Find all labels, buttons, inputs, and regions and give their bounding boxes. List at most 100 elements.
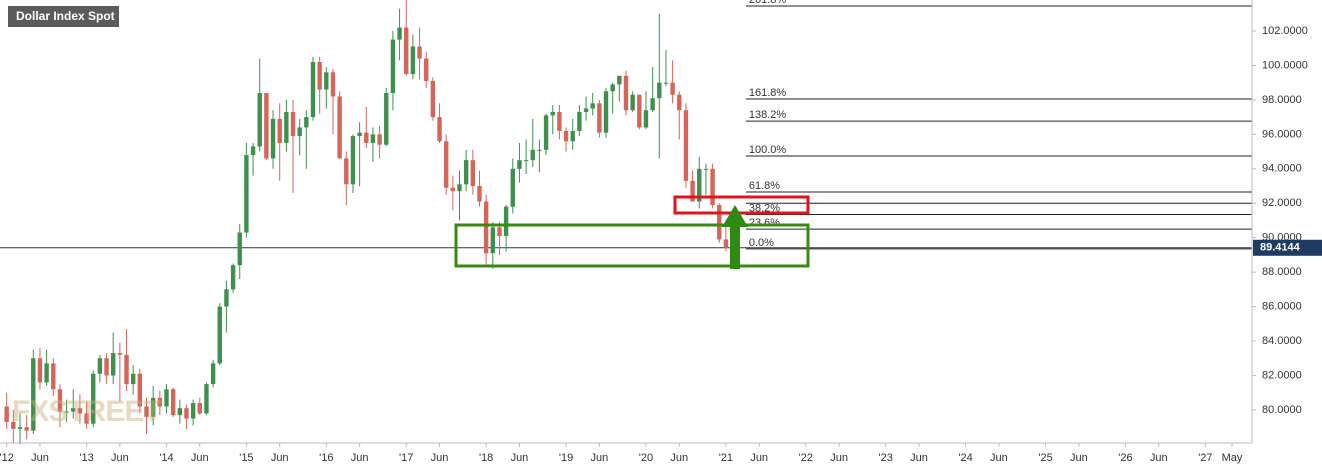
candle-body [224,289,229,307]
candle-body [557,111,562,131]
x-tick-label: '19 [559,452,573,464]
x-tick-label: Jun [1150,452,1168,464]
candle-body [197,403,202,414]
candle-body [650,98,655,111]
x-tick-label: Jun [590,452,608,464]
fib-label: 0.0% [749,237,774,249]
candle-body [490,227,496,254]
candle-body [11,421,16,429]
candle-body [17,427,23,429]
candle-body [670,82,675,95]
y-tick-label: 100.0000 [1262,59,1308,71]
candle-body [77,408,83,414]
fib-label: 100.0% [749,144,787,156]
candle-body [284,111,289,143]
x-tick-label: '16 [319,452,333,464]
x-tick-label: '25 [1038,452,1052,464]
candle-body [397,27,402,40]
candle-body [603,91,609,133]
candle-body [204,384,209,414]
candle-body [623,75,629,111]
candle-body [57,389,63,412]
candle-body [297,127,302,137]
x-tick-label: Jun [511,452,529,464]
candle-body [91,373,96,424]
candle-body [37,358,43,383]
candle-body [150,397,156,417]
candle-body [530,149,535,161]
candle-body [590,103,595,109]
candle-body [437,117,442,142]
x-tick-label: '21 [719,452,733,464]
candle-body [277,118,282,143]
candle-body [170,389,176,416]
x-tick-label: May [1222,452,1243,464]
candle-body [683,110,689,181]
candle-body [130,373,136,385]
candle-body [703,168,709,170]
candle-body [230,265,236,290]
candle-body [51,363,56,390]
candle-body [723,239,729,249]
x-tick-label: Jun [31,452,49,464]
candle-body [4,406,9,422]
chart-title: Dollar Index Spot [16,9,115,23]
x-tick-label: '22 [799,452,813,464]
candle-body [184,408,189,419]
candle-body [270,118,276,159]
y-tick-label: 102.0000 [1262,25,1308,37]
candle-body [71,408,76,412]
candle-body [523,160,529,162]
candle-body [304,117,309,128]
candle-body [264,93,269,159]
x-tick-label: '17 [399,452,413,464]
candle-body [477,186,482,202]
y-tick-label: 94.0000 [1262,163,1302,175]
y-tick-label: 80.0000 [1262,404,1302,416]
candle-body [84,413,89,424]
candle-body [190,403,196,419]
y-tick-label: 98.0000 [1262,94,1302,106]
x-tick-label: Jun [1070,452,1088,464]
candle-body [237,232,242,266]
candle-body [244,155,249,233]
candle-body [344,158,349,185]
candle-body [617,75,622,85]
candle-body [610,84,615,92]
y-tick-label: 84.0000 [1262,335,1302,347]
candle-body [663,82,669,84]
candle-body [570,130,575,142]
candle-body [443,141,449,188]
y-tick-label: 92.0000 [1262,197,1302,209]
up-arrow [722,205,748,269]
resistance-box [673,195,810,215]
candle-body [643,110,649,128]
candle-body [324,72,329,90]
candle-body [637,94,642,128]
candle-body [350,136,356,185]
x-tick-label: '12 [0,452,14,464]
candle-body [717,204,722,240]
candle-body [657,82,662,99]
candle-body [497,227,502,236]
candle-body [337,96,342,159]
y-tick-label: 88.0000 [1262,266,1302,278]
x-tick-label: '26 [1118,452,1132,464]
candle-body [310,62,316,118]
x-tick-label: Jun [431,452,449,464]
x-tick-label: Jun [111,452,129,464]
candle-body [424,58,429,81]
x-tick-label: '24 [958,452,972,464]
x-tick-label: Jun [910,452,928,464]
x-tick-label: '15 [239,452,253,464]
support-box [454,223,810,268]
x-tick-label: Jun [670,452,688,464]
candle-body [111,353,116,376]
x-tick-label: '18 [479,452,493,464]
candle-body [24,427,29,431]
candle-body [137,373,143,407]
candle-body [364,132,369,143]
candle-body [597,103,602,133]
candle-body [317,62,322,90]
x-tick-label: '23 [879,452,893,464]
